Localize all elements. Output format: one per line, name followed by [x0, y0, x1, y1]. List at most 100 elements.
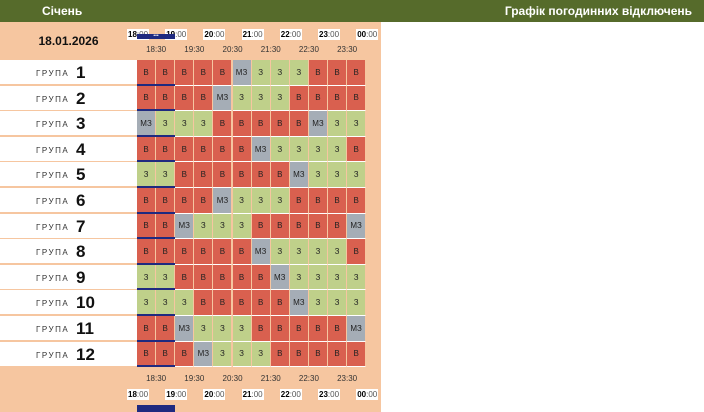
- schedule-cell: В: [270, 162, 290, 188]
- schedule-cell: МЗ: [251, 239, 271, 265]
- group-number: 9: [76, 267, 86, 287]
- hour-header-bottom: 18:00 19:00 20:00 21:00 22:00 23:00 00:00: [127, 389, 381, 403]
- schedule-cell: МЗ: [213, 85, 233, 112]
- current-time-line: [137, 186, 175, 188]
- schedule-cell: В: [289, 213, 309, 240]
- group-word: ГРУПА: [36, 145, 70, 155]
- group-row-label: ГРУПА 11: [0, 316, 137, 341]
- schedule-cell: В: [213, 264, 233, 291]
- schedule-cell: МЗ: [289, 162, 309, 188]
- hour-label: 00:00: [356, 29, 379, 40]
- schedule-cell: З: [232, 341, 252, 368]
- schedule-cell: В: [328, 85, 348, 112]
- schedule-cell: В: [137, 85, 157, 112]
- schedule-cell: В: [251, 316, 271, 342]
- group-row-label: ГРУПА 4: [0, 136, 137, 162]
- schedule-cell: З: [270, 136, 290, 163]
- half-hour-label: 20:30: [222, 374, 243, 383]
- hour-label: 21:00: [241, 29, 264, 40]
- schedule-cell: З: [289, 60, 309, 86]
- schedule-cell: В: [175, 239, 195, 265]
- schedule-cell: З: [213, 341, 233, 368]
- schedule-cell: В: [347, 85, 367, 112]
- schedule-cell: В: [232, 162, 252, 188]
- schedule-cell: В: [328, 316, 348, 342]
- schedule-cell: В: [175, 162, 195, 188]
- schedule-cell: З: [308, 162, 328, 188]
- schedule-cell: В: [289, 316, 309, 342]
- schedule-cell: В: [137, 60, 157, 86]
- schedule-cell: МЗ: [175, 316, 195, 342]
- schedule-cell: В: [270, 111, 290, 137]
- current-time-line: [137, 314, 175, 316]
- schedule-cell: В: [251, 213, 271, 240]
- schedule-cell: В: [137, 341, 157, 368]
- schedule-cell: В: [308, 316, 328, 342]
- schedule-cell: З: [175, 290, 195, 316]
- schedule-cell: МЗ: [347, 213, 367, 240]
- schedule-cell: В: [347, 239, 367, 265]
- schedule-cell: В: [289, 85, 309, 112]
- half-hour-label: 22:30: [298, 374, 319, 383]
- schedule-cell: З: [347, 111, 367, 137]
- schedule-cell: В: [175, 85, 195, 112]
- schedule-cell: В: [270, 213, 290, 240]
- schedule-cell: МЗ: [270, 264, 290, 291]
- schedule-cell: МЗ: [347, 316, 367, 342]
- schedule-cell: З: [328, 264, 348, 291]
- schedule-cell: В: [308, 341, 328, 368]
- hour-label: 20:00: [203, 389, 226, 400]
- half-hour-label: 20:30: [222, 45, 243, 54]
- group-row-label: ГРУПА 10: [0, 290, 137, 316]
- schedule-date: 18.01.2026: [38, 34, 99, 48]
- schedule-cell: МЗ: [251, 136, 271, 163]
- current-time-line: [137, 83, 175, 86]
- half-hour-label: 21:30: [260, 45, 281, 54]
- current-time-line: [137, 109, 175, 112]
- schedule-cell: В: [308, 85, 328, 112]
- schedule-cell: В: [232, 239, 252, 265]
- group-number: 10: [76, 293, 95, 313]
- schedule-cell: З: [156, 264, 176, 291]
- schedule-cell: З: [270, 85, 290, 112]
- schedule-cell: В: [289, 341, 309, 368]
- schedule-cell: З: [194, 316, 214, 342]
- group-word: ГРУПА: [36, 350, 70, 360]
- schedule-cell: В: [137, 188, 157, 214]
- schedule-cell: МЗ: [194, 341, 214, 368]
- schedule-cell: В: [175, 188, 195, 214]
- current-time-marker: •••: [137, 34, 175, 39]
- group-number: 2: [76, 88, 86, 108]
- group-word: ГРУПА: [36, 248, 70, 258]
- schedule-cell: В: [156, 341, 176, 368]
- current-time-line: [137, 160, 175, 163]
- schedule-cell: З: [270, 188, 290, 214]
- schedule-cell: В: [347, 188, 367, 214]
- schedule-cell: В: [347, 136, 367, 163]
- schedule-cell: В: [213, 60, 233, 86]
- schedule-cell: В: [289, 111, 309, 137]
- group-row-label: ГРУПА 9: [0, 264, 137, 290]
- group-word: ГРУПА: [36, 120, 70, 130]
- schedule-cell: З: [232, 188, 252, 214]
- schedule-cell: В: [137, 213, 157, 240]
- schedule-cell: В: [137, 239, 157, 265]
- schedule-cell: З: [232, 316, 252, 342]
- group-word: ГРУПА: [36, 222, 70, 232]
- schedule-cell: З: [308, 290, 328, 316]
- schedule-cell: МЗ: [308, 111, 328, 137]
- hour-label: 18:00: [127, 389, 150, 400]
- group-word: ГРУПА: [36, 69, 70, 78]
- schedule-cell: В: [232, 111, 252, 137]
- half-hour-label: 23:30: [337, 45, 358, 54]
- schedule-cell: В: [156, 316, 176, 342]
- schedule-cell: В: [156, 188, 176, 214]
- hour-label: 22:00: [279, 389, 302, 400]
- schedule-cell: З: [289, 264, 309, 291]
- hour-label: 23:00: [318, 29, 341, 40]
- group-row-label: ГРУПА 7: [0, 213, 137, 239]
- schedule-cell: З: [289, 239, 309, 265]
- group-row-label: ГРУПА 1: [0, 60, 137, 85]
- top-bar: Січень Графік погодинних відключень: [0, 0, 704, 22]
- schedule-cell: В: [232, 136, 252, 163]
